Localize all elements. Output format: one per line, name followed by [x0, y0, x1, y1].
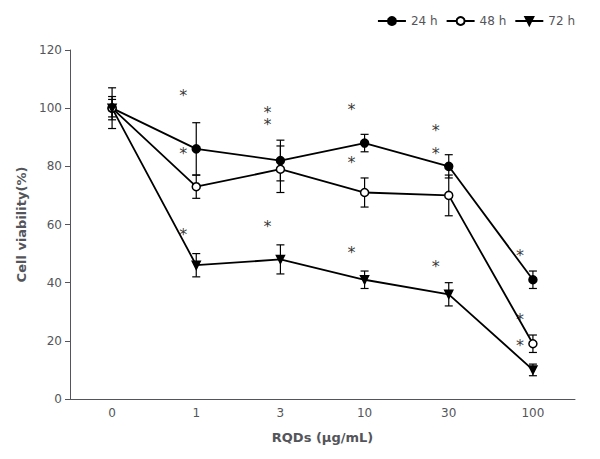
- svg-text:100: 100: [521, 406, 544, 420]
- svg-text:*: *: [516, 310, 524, 329]
- svg-text:Cell viability(%): Cell viability(%): [14, 167, 29, 283]
- svg-text:80: 80: [47, 159, 62, 173]
- svg-text:0: 0: [54, 392, 62, 406]
- svg-text:*: *: [348, 100, 356, 119]
- svg-text:10: 10: [357, 406, 372, 420]
- svg-text:*: *: [516, 336, 524, 355]
- svg-text:RQDs (μg/mL): RQDs (μg/mL): [272, 430, 373, 445]
- svg-text:*: *: [516, 246, 524, 265]
- svg-text:*: *: [263, 115, 271, 134]
- svg-text:40: 40: [47, 276, 62, 290]
- svg-text:*: *: [179, 144, 187, 163]
- svg-text:60: 60: [47, 218, 62, 232]
- svg-text:120: 120: [39, 43, 62, 57]
- svg-text:30: 30: [441, 406, 456, 420]
- svg-text:1: 1: [192, 406, 200, 420]
- svg-text:*: *: [432, 144, 440, 163]
- svg-text:*: *: [348, 153, 356, 172]
- svg-text:*: *: [348, 243, 356, 262]
- svg-text:*: *: [179, 86, 187, 105]
- svg-text:*: *: [432, 121, 440, 140]
- svg-text:3: 3: [277, 406, 285, 420]
- svg-text:*: *: [179, 225, 187, 244]
- svg-text:*: *: [432, 257, 440, 276]
- svg-text:*: *: [263, 217, 271, 236]
- svg-text:0: 0: [108, 406, 116, 420]
- svg-text:48 h: 48 h: [480, 14, 507, 28]
- svg-text:72 h: 72 h: [548, 14, 575, 28]
- svg-text:100: 100: [39, 101, 62, 115]
- svg-text:24 h: 24 h: [411, 14, 438, 28]
- svg-text:20: 20: [47, 334, 62, 348]
